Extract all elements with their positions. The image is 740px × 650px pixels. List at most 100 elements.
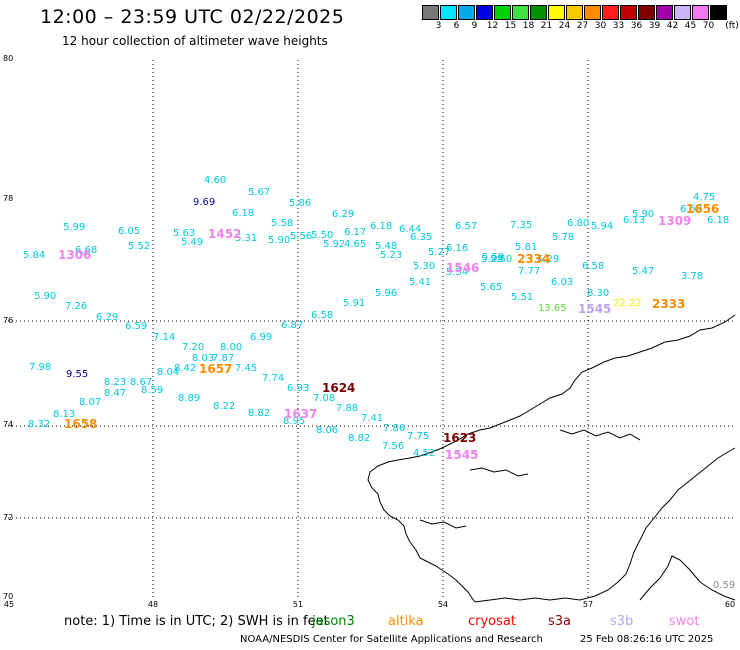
wave-height-label: 5.56 xyxy=(290,231,313,242)
legend-swatch xyxy=(710,5,727,20)
wave-height-label: 5.49 xyxy=(181,237,204,248)
wave-height-label: 7.08 xyxy=(313,393,336,404)
wave-height-label: 6.35 xyxy=(410,232,433,243)
wave-height-label: 6.68 xyxy=(75,245,98,256)
pass-time-label: 2334 xyxy=(517,252,551,266)
wave-height-label: 7.86 xyxy=(383,423,406,434)
satellite-name: s3a xyxy=(548,614,572,629)
wave-height-label: 6.18 xyxy=(707,215,730,226)
wave-height-label: 5.81 xyxy=(515,242,538,253)
legend-label: 27 xyxy=(576,21,589,31)
pass-time-label: 1623 xyxy=(443,431,477,445)
legend-label: 18 xyxy=(522,21,535,31)
wave-height-label: 7.35 xyxy=(510,220,533,231)
pass-time-label: 2333 xyxy=(652,297,686,311)
wave-height-label: 5.90 xyxy=(632,209,655,220)
wave-height-label: 8.59 xyxy=(141,385,164,396)
wave-height-label: 7.45 xyxy=(235,363,258,374)
legend-label: 24 xyxy=(558,21,571,31)
wave-height-label: 6.93 xyxy=(287,383,310,394)
pass-time-label: 1658 xyxy=(64,417,98,431)
wave-height-label: 6.29 xyxy=(96,312,119,323)
wave-height-label: 5.84 xyxy=(23,250,46,261)
wave-height-label: 5.63 xyxy=(173,228,196,239)
wave-height-label: 6.13 xyxy=(623,215,646,226)
wave-height-label: 5.65 xyxy=(480,282,503,293)
wave-height-label: 13.65 xyxy=(538,303,567,314)
wave-height-label: 8.95 xyxy=(283,416,306,427)
legend-unit: (ft) xyxy=(725,21,739,31)
map-subtitle: 12 hour collection of altimeter wave hei… xyxy=(62,34,328,48)
legend-swatch xyxy=(692,5,709,20)
wave-height-label: 8.13 xyxy=(53,409,76,420)
pass-time-label: 1545 xyxy=(578,302,612,316)
lat-label: 78 xyxy=(3,194,14,203)
wave-height-label: 5.48 xyxy=(375,241,398,252)
legend-label: 36 xyxy=(630,21,643,31)
wave-height-label: 8.30 xyxy=(587,288,610,299)
legend-swatch xyxy=(422,5,439,20)
pass-time-label: 1657 xyxy=(199,362,233,376)
wave-height-label: 4.65 xyxy=(344,239,367,250)
legend-swatch xyxy=(566,5,583,20)
pass-time-label: 1656 xyxy=(686,202,720,216)
pass-time-label: 1306 xyxy=(58,248,92,262)
wave-height-label: 5.30 xyxy=(413,261,436,272)
wave-height-label: 4.52 xyxy=(413,448,436,459)
legend-swatch xyxy=(458,5,475,20)
wave-height-label: 7.87 xyxy=(212,353,235,364)
lon-label: 48 xyxy=(147,600,159,609)
wave-height-label: 4.60 xyxy=(204,175,227,186)
wave-height-label: 5.90 xyxy=(34,291,57,302)
wave-height-label: 0.59 xyxy=(713,580,736,591)
wave-height-label: 7.88 xyxy=(336,403,359,414)
pass-time-label: 1545 xyxy=(445,448,479,462)
legend-swatch xyxy=(674,5,691,20)
legend-swatch xyxy=(494,5,511,20)
legend-swatch xyxy=(440,5,457,20)
wave-height-label: 6.17 xyxy=(344,227,367,238)
wave-height-label: 6.59 xyxy=(125,321,148,332)
satellite-name: swot xyxy=(669,614,700,629)
wave-height-label: 7.98 xyxy=(29,362,52,373)
wave-height-label: 5.41 xyxy=(409,277,432,288)
legend-swatch xyxy=(548,5,565,20)
wave-height-label: 6.52 xyxy=(680,204,703,215)
wave-height-label: 8.07 xyxy=(79,397,102,408)
legend-label: 21 xyxy=(540,21,553,31)
wave-height-label: 6.29 xyxy=(332,209,355,220)
wave-height-label: 6.03 xyxy=(551,277,574,288)
legend-swatch xyxy=(656,5,673,20)
satellite-name: jason3 xyxy=(312,614,355,629)
wave-height-label: 8.22 xyxy=(213,401,236,412)
wave-height-label: 5.78 xyxy=(552,232,575,243)
legend-label: 12 xyxy=(486,21,499,31)
wave-height-label: 5.54 xyxy=(446,267,469,278)
wave-height-label: 7.77 xyxy=(518,266,541,277)
wave-height-label: 6.58 xyxy=(582,261,605,272)
wave-height-label: 5.99 xyxy=(63,222,86,233)
lon-label: 54 xyxy=(437,600,449,609)
wave-height-label: 5.28 xyxy=(481,254,504,265)
wave-height-label: 9.55 xyxy=(66,369,89,380)
legend-label: 33 xyxy=(612,21,625,31)
wave-height-label: 3.78 xyxy=(681,271,704,282)
legend-label: 6 xyxy=(453,21,460,31)
wave-height-label: 5.58 xyxy=(271,218,294,229)
legend-swatch xyxy=(602,5,619,20)
coastline xyxy=(367,314,736,603)
wave-height-label: 6.16 xyxy=(446,243,469,254)
wave-height-label: 5.92 xyxy=(323,239,346,250)
wave-height-label: 8.32 xyxy=(28,419,51,430)
pass-time-label: 1624 xyxy=(322,381,356,395)
lat-label: 76 xyxy=(3,316,14,325)
wave-height-label: 8.89 xyxy=(178,393,201,404)
wave-height-label: 6.57 xyxy=(455,221,478,232)
wave-height-label: 5.94 xyxy=(591,221,614,232)
legend-label: 39 xyxy=(648,21,661,31)
wave-height-label: 6.44 xyxy=(399,224,422,235)
wave-height-label: 5.90 xyxy=(268,235,291,246)
legend-label: 30 xyxy=(594,21,607,31)
wave-height-label: 8.23 xyxy=(104,377,127,388)
